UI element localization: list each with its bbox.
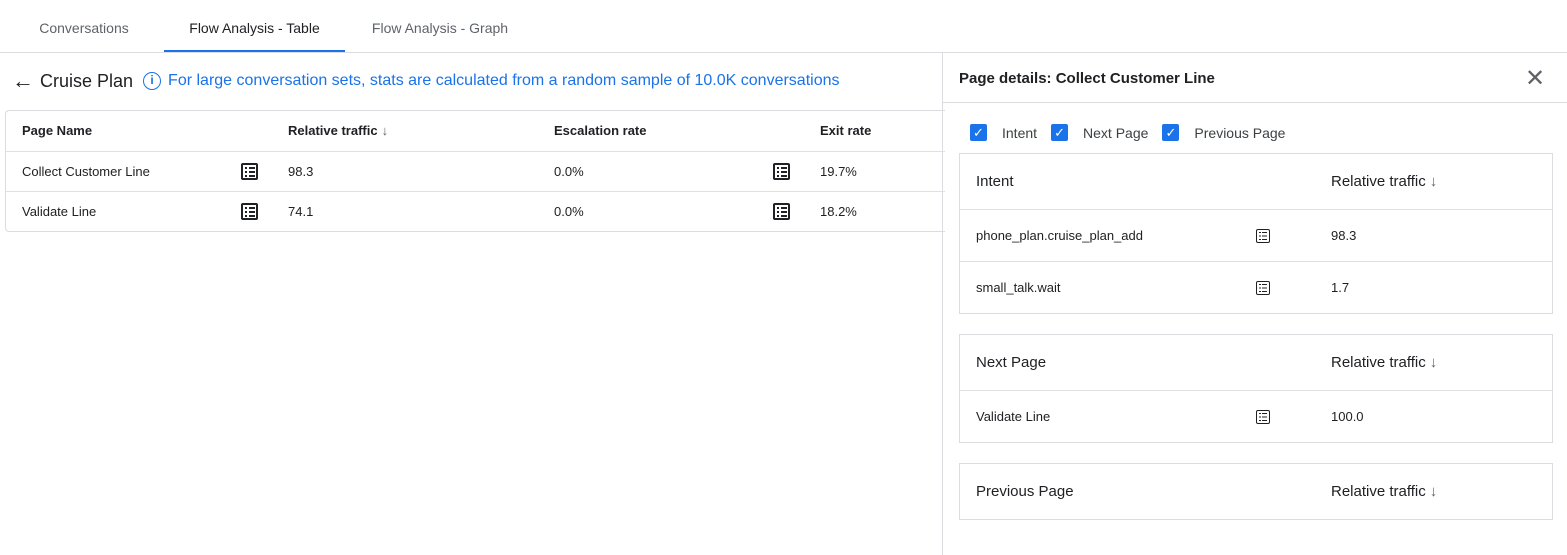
escalation-rate: 0.0%	[554, 164, 584, 179]
previous-page-checkbox[interactable]: ✓	[1162, 124, 1180, 141]
page-name: Validate Line	[22, 204, 97, 219]
details-title: Page details: Collect Customer Line	[959, 70, 1215, 87]
page-details-panel: Page details: Collect Customer Line ✕ ✓ …	[943, 53, 1567, 555]
table-row[interactable]: Collect Customer Line 98.3 0.0% 19.7%	[6, 151, 945, 191]
list-details-icon[interactable]	[241, 203, 258, 220]
list-details-icon[interactable]	[1256, 229, 1270, 243]
intent-name: small_talk.wait	[976, 280, 1061, 295]
header-next-page[interactable]: Next Page	[976, 354, 1047, 371]
header-escalation-rate[interactable]: Escalation rate	[554, 123, 647, 138]
close-icon[interactable]: ✕	[1525, 65, 1546, 92]
tab-conversations[interactable]: Conversations	[39, 20, 129, 36]
pages-table: Page Name Relative traffic ↓ Escalation r…	[5, 110, 945, 232]
sort-arrow-down-icon: ↓	[381, 123, 389, 138]
exit-rate: 18.2%	[820, 204, 857, 219]
sample-notice: For large conversation sets, stats are c…	[168, 72, 840, 89]
intent-name: phone_plan.cruise_plan_add	[976, 228, 1143, 243]
tab-bar: Conversations Flow Analysis - Table Flow…	[0, 0, 1567, 53]
sort-arrow-down-icon: ↓	[1429, 173, 1438, 190]
table-header: Intent Relative traffic ↓	[960, 154, 1552, 209]
header-page-name[interactable]: Page Name	[22, 123, 93, 138]
list-details-icon[interactable]	[241, 163, 258, 180]
intent-checkbox-label: Intent	[1002, 124, 1038, 141]
table-header: Previous Page Relative traffic ↓	[960, 464, 1552, 519]
escalation-rate: 0.0%	[554, 204, 584, 219]
intent-checkbox[interactable]: ✓	[970, 124, 987, 141]
header-relative-traffic[interactable]: Relative traffic ↓	[1331, 483, 1438, 500]
next-page-checkbox-label: Next Page	[1083, 124, 1149, 141]
header-exit-rate[interactable]: Exit rate	[820, 123, 872, 138]
relative-traffic: 98.3	[1331, 228, 1357, 243]
page-title: Cruise Plan	[40, 70, 134, 91]
header-relative-traffic[interactable]: Relative traffic ↓	[1331, 354, 1438, 371]
table-header: Next Page Relative traffic ↓	[960, 335, 1552, 390]
tab-flow-analysis-graph[interactable]: Flow Analysis - Graph	[371, 20, 509, 36]
list-details-icon[interactable]	[773, 203, 790, 220]
relative-traffic: 1.7	[1331, 280, 1350, 295]
header-previous-page[interactable]: Previous Page	[976, 483, 1074, 500]
sort-arrow-down-icon: ↓	[1429, 354, 1438, 371]
table-row[interactable]: phone_plan.cruise_plan_add 98.3	[960, 209, 1552, 261]
table-row[interactable]: Validate Line 74.1 0.0% 18.2%	[6, 191, 945, 231]
filter-checkboxes: ✓ Intent ✓ Next Page ✓ Previous Page	[970, 124, 1299, 141]
relative-traffic: 100.0	[1331, 409, 1364, 424]
intent-table: Intent Relative traffic ↓ phone_plan.crui…	[959, 153, 1553, 314]
next-page-checkbox[interactable]: ✓	[1051, 124, 1069, 141]
list-details-icon[interactable]	[1256, 410, 1270, 424]
header-intent[interactable]: Intent	[976, 173, 1014, 190]
tab-flow-analysis-table[interactable]: Flow Analysis - Table	[164, 0, 345, 52]
page-name: Collect Customer Line	[22, 164, 150, 179]
list-details-icon[interactable]	[1256, 281, 1270, 295]
table-header: Page Name Relative traffic ↓ Escalation r…	[6, 111, 945, 151]
previous-page-table: Previous Page Relative traffic ↓	[959, 463, 1553, 520]
list-details-icon[interactable]	[773, 163, 790, 180]
header-relative-traffic[interactable]: Relative traffic ↓	[288, 123, 389, 138]
panel-divider	[942, 53, 943, 555]
next-page-name: Validate Line	[976, 409, 1051, 424]
next-page-table: Next Page Relative traffic ↓ Validate Lin…	[959, 334, 1553, 443]
table-row[interactable]: small_talk.wait 1.7	[960, 261, 1552, 313]
main-panel: ← Cruise Plan i For large conversation s…	[0, 53, 945, 555]
relative-traffic: 74.1	[288, 204, 314, 219]
header-relative-traffic[interactable]: Relative traffic ↓	[1331, 173, 1438, 190]
previous-page-checkbox-label: Previous Page	[1194, 124, 1286, 141]
relative-traffic: 98.3	[288, 164, 314, 179]
info-icon: i	[143, 72, 162, 90]
exit-rate: 19.7%	[820, 164, 857, 179]
sort-arrow-down-icon: ↓	[1429, 483, 1438, 500]
table-row[interactable]: Validate Line 100.0	[960, 390, 1552, 442]
back-arrow-icon[interactable]: ←	[12, 68, 34, 93]
